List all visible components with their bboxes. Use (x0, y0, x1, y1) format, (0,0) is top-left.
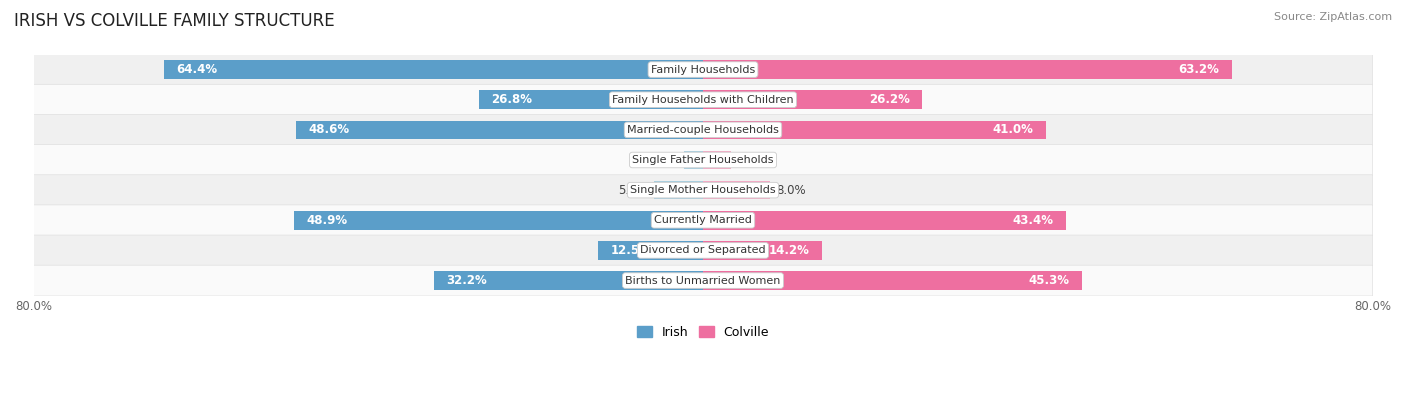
Bar (703, 60, 1232, 79)
FancyBboxPatch shape (34, 175, 1372, 205)
Text: 64.4%: 64.4% (177, 63, 218, 76)
Text: 45.3%: 45.3% (1029, 274, 1070, 287)
FancyBboxPatch shape (34, 265, 1372, 296)
Bar (703, 181, 770, 199)
Text: 41.0%: 41.0% (993, 123, 1033, 136)
Text: 48.6%: 48.6% (309, 123, 350, 136)
Bar (703, 120, 1046, 139)
Bar (703, 211, 1066, 229)
FancyBboxPatch shape (34, 145, 1372, 175)
Bar (165, 60, 703, 79)
FancyBboxPatch shape (34, 115, 1372, 145)
Text: Currently Married: Currently Married (654, 215, 752, 225)
FancyBboxPatch shape (34, 205, 1372, 236)
Bar (478, 90, 703, 109)
Text: Family Households with Children: Family Households with Children (612, 95, 794, 105)
Text: 48.9%: 48.9% (307, 214, 347, 227)
Legend: Irish, Colville: Irish, Colville (633, 322, 773, 342)
Bar (433, 271, 703, 290)
Bar (703, 241, 823, 260)
Bar (703, 271, 1083, 290)
Text: 5.8%: 5.8% (619, 184, 648, 197)
Text: IRISH VS COLVILLE FAMILY STRUCTURE: IRISH VS COLVILLE FAMILY STRUCTURE (14, 12, 335, 30)
Bar (703, 90, 922, 109)
Text: Births to Unmarried Women: Births to Unmarried Women (626, 276, 780, 286)
FancyBboxPatch shape (34, 54, 1372, 85)
Text: Source: ZipAtlas.com: Source: ZipAtlas.com (1274, 12, 1392, 22)
Text: Single Father Households: Single Father Households (633, 155, 773, 165)
FancyBboxPatch shape (34, 235, 1372, 266)
Bar (297, 120, 703, 139)
Text: 2.3%: 2.3% (647, 154, 678, 167)
Text: 32.2%: 32.2% (446, 274, 486, 287)
Text: 14.2%: 14.2% (769, 244, 810, 257)
Bar (294, 211, 703, 229)
Text: 12.5%: 12.5% (612, 244, 652, 257)
Bar (703, 150, 731, 169)
Bar (683, 150, 703, 169)
Text: 63.2%: 63.2% (1178, 63, 1219, 76)
Bar (599, 241, 703, 260)
Text: 26.2%: 26.2% (869, 93, 910, 106)
Bar (654, 181, 703, 199)
Text: 26.8%: 26.8% (491, 93, 533, 106)
Text: 3.3%: 3.3% (737, 154, 766, 167)
Text: Single Mother Households: Single Mother Households (630, 185, 776, 195)
Text: 43.4%: 43.4% (1012, 214, 1053, 227)
FancyBboxPatch shape (34, 85, 1372, 115)
Text: Married-couple Households: Married-couple Households (627, 125, 779, 135)
Text: 8.0%: 8.0% (776, 184, 806, 197)
Text: Family Households: Family Households (651, 64, 755, 75)
Text: Divorced or Separated: Divorced or Separated (640, 245, 766, 256)
